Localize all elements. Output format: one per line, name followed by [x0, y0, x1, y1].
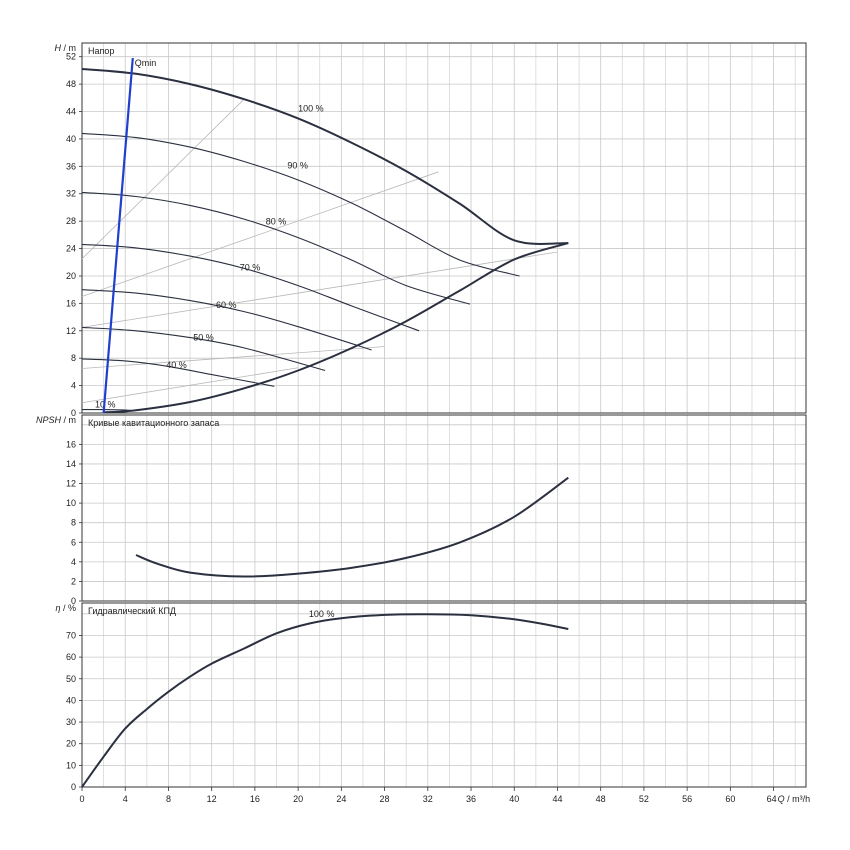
speed-curve-label: 90 % [287, 160, 308, 170]
x-tick-label: 28 [380, 794, 390, 804]
y-tick-label: 2 [71, 576, 76, 586]
x-tick-label: 64 [767, 794, 777, 804]
qmin-line [102, 57, 134, 414]
x-tick-label: 16 [250, 794, 260, 804]
x-tick-label: 40 [509, 794, 519, 804]
y-tick-label: 60 [66, 652, 76, 662]
x-tick-label: 44 [552, 794, 562, 804]
y-tick-label: 70 [66, 630, 76, 640]
y-tick-label: 24 [66, 244, 76, 254]
y-tick-label: 8 [71, 353, 76, 363]
panel-label: Кривые кавитационного запаса [88, 418, 219, 428]
plot-frame [81, 602, 807, 788]
y-axis-symbol: H [55, 43, 62, 53]
speed-curve [81, 68, 569, 245]
y-axis-label: H / m [55, 43, 77, 53]
y-tick-label: 14 [66, 459, 76, 469]
speed-curve [81, 409, 131, 411]
y-tick-label: 30 [66, 717, 76, 727]
y-tick-label: 32 [66, 189, 76, 199]
speed-curve-label: 70 % [240, 262, 261, 272]
y-tick-label: 0 [71, 596, 76, 606]
efficiency-line [81, 171, 439, 297]
y-tick-label: 0 [71, 408, 76, 418]
y-axis-unit: / % [60, 603, 76, 613]
y-tick-label: 40 [66, 695, 76, 705]
y-axis-symbol: NPSH [36, 415, 62, 425]
x-tick-label: 36 [466, 794, 476, 804]
y-tick-label: 36 [66, 161, 76, 171]
x-axis-symbol: Q [778, 794, 785, 804]
efficiency-line [81, 346, 385, 369]
x-tick-label: 56 [682, 794, 692, 804]
y-tick-label: 12 [66, 479, 76, 489]
speed-curve [81, 243, 420, 332]
qmin-label: Qmin [135, 58, 157, 68]
y-axis-unit: / m [61, 43, 76, 53]
y-tick-label: 16 [66, 298, 76, 308]
x-tick-label: 60 [725, 794, 735, 804]
x-tick-label: 20 [293, 794, 303, 804]
y-tick-label: 20 [66, 739, 76, 749]
x-tick-label: 32 [423, 794, 433, 804]
panel-label: Гидравлический КПД [88, 606, 176, 616]
y-tick-label: 12 [66, 326, 76, 336]
speed-curve-label: 40 % [166, 360, 187, 370]
speed-curve [81, 191, 471, 305]
y-tick-label: 50 [66, 674, 76, 684]
y-tick-label: 40 [66, 134, 76, 144]
y-tick-label: 10 [66, 498, 76, 508]
y-tick-label: 20 [66, 271, 76, 281]
y-tick-label: 52 [66, 52, 76, 62]
y-tick-label: 8 [71, 518, 76, 528]
efficiency-curve [81, 613, 569, 788]
speed-curve [81, 132, 520, 277]
y-tick-label: 6 [71, 537, 76, 547]
panel-label: Напор [88, 46, 114, 56]
x-axis-unit: / m³/h [785, 794, 811, 804]
y-tick-label: 10 [66, 760, 76, 770]
y-axis-label: η / % [55, 603, 76, 613]
y-tick-label: 16 [66, 439, 76, 449]
speed-curve-label: 100 % [298, 104, 324, 114]
y-tick-label: 4 [71, 557, 76, 567]
y-tick-label: 0 [71, 782, 76, 792]
npsh-curve [135, 476, 569, 578]
y-axis-symbol: η [55, 603, 60, 613]
x-tick-label: 12 [207, 794, 217, 804]
speed-curve [81, 289, 372, 351]
y-axis-unit: / m [61, 415, 76, 425]
y-tick-label: 28 [66, 216, 76, 226]
x-tick-label: 8 [166, 794, 171, 804]
speed-curve [81, 358, 275, 387]
efficiency-line [81, 251, 558, 328]
y-axis-label: NPSH / m [36, 415, 76, 425]
speed-curve-label: 80 % [266, 217, 287, 227]
efficiency-line [81, 98, 245, 260]
x-tick-label: 0 [79, 794, 84, 804]
x-tick-label: 24 [336, 794, 346, 804]
y-tick-label: 44 [66, 107, 76, 117]
x-tick-label: 48 [596, 794, 606, 804]
curve-label: 100 % [309, 609, 335, 619]
x-axis-label: Q / m³/h [778, 794, 811, 804]
x-tick-label: 52 [639, 794, 649, 804]
speed-curve-label: 60 % [216, 300, 237, 310]
speed-curve [81, 326, 326, 372]
y-tick-label: 4 [71, 381, 76, 391]
plot-frame [81, 42, 807, 414]
efficiency-line [81, 367, 299, 404]
x-tick-label: 4 [123, 794, 128, 804]
y-tick-label: 48 [66, 79, 76, 89]
end-of-curve-line [103, 242, 569, 414]
plot-frame [81, 414, 807, 602]
speed-curve-label: 50 % [193, 332, 214, 342]
